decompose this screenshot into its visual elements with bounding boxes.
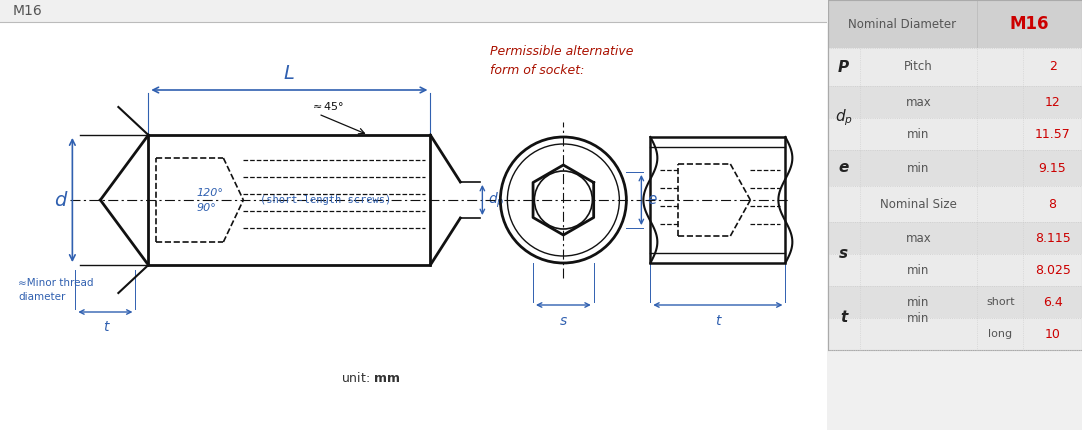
Bar <box>828 0 1082 350</box>
Bar <box>828 254 1082 286</box>
Bar <box>828 286 1082 318</box>
Bar <box>650 137 786 263</box>
Text: t: t <box>840 310 847 326</box>
Text: 9.15: 9.15 <box>1039 162 1067 175</box>
Text: P: P <box>839 59 849 74</box>
Bar <box>977 0 1082 48</box>
Bar <box>148 135 431 265</box>
Text: M16: M16 <box>1010 15 1050 33</box>
Text: Nominal Diameter: Nominal Diameter <box>848 18 956 31</box>
Text: (short-length screws): (short-length screws) <box>261 195 392 205</box>
Text: $\approx$45°: $\approx$45° <box>311 100 345 112</box>
Text: e: e <box>647 193 657 208</box>
Bar <box>828 318 1082 350</box>
Text: min: min <box>908 162 929 175</box>
Text: min: min <box>908 295 929 308</box>
Text: 10: 10 <box>1044 328 1060 341</box>
Text: t: t <box>103 320 108 334</box>
Text: 6.4: 6.4 <box>1043 295 1063 308</box>
Text: unit: $\mathbf{mm}$: unit: $\mathbf{mm}$ <box>341 371 400 385</box>
Bar <box>828 118 1082 150</box>
Text: L: L <box>283 64 294 83</box>
Text: 12: 12 <box>1045 95 1060 108</box>
Text: Permissible alternative
form of socket:: Permissible alternative form of socket: <box>490 45 634 77</box>
Bar <box>828 0 977 48</box>
Text: 8.025: 8.025 <box>1034 264 1070 276</box>
Text: d: d <box>54 190 67 209</box>
Bar <box>828 86 1082 118</box>
Bar <box>828 222 1082 254</box>
Bar <box>828 150 1082 186</box>
Text: short: short <box>986 297 1015 307</box>
Text: M16: M16 <box>12 4 42 18</box>
Text: e: e <box>839 160 849 175</box>
Text: t: t <box>715 314 721 328</box>
Bar <box>828 48 1082 86</box>
Text: 8.115: 8.115 <box>1034 231 1070 245</box>
Text: s: s <box>559 314 567 328</box>
Text: 90°: 90° <box>196 203 216 213</box>
Text: s: s <box>840 246 848 261</box>
Text: 120°: 120° <box>196 188 223 198</box>
Text: ≈Minor thread
diameter: ≈Minor thread diameter <box>18 278 94 302</box>
Text: min: min <box>908 264 929 276</box>
Text: 11.57: 11.57 <box>1034 128 1070 141</box>
Bar <box>0 0 828 22</box>
Text: max: max <box>906 231 932 245</box>
Text: Nominal Size: Nominal Size <box>880 197 956 211</box>
Text: Pitch: Pitch <box>905 61 933 74</box>
Text: $d_p$: $d_p$ <box>834 108 853 128</box>
Text: min: min <box>908 311 929 325</box>
Text: min: min <box>908 128 929 141</box>
Text: long: long <box>988 329 1013 339</box>
Text: 2: 2 <box>1048 61 1056 74</box>
Bar <box>828 186 1082 222</box>
Text: max: max <box>906 95 932 108</box>
Text: 8: 8 <box>1048 197 1057 211</box>
Text: $d_p$: $d_p$ <box>488 190 505 210</box>
